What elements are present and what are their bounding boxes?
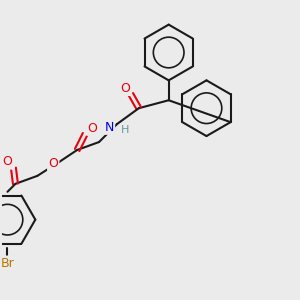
Text: O: O <box>48 158 58 170</box>
Text: O: O <box>120 82 130 95</box>
Text: O: O <box>87 122 97 135</box>
Text: H: H <box>121 125 129 135</box>
Text: N: N <box>105 121 114 134</box>
Text: Br: Br <box>1 257 14 270</box>
Text: O: O <box>2 155 12 168</box>
